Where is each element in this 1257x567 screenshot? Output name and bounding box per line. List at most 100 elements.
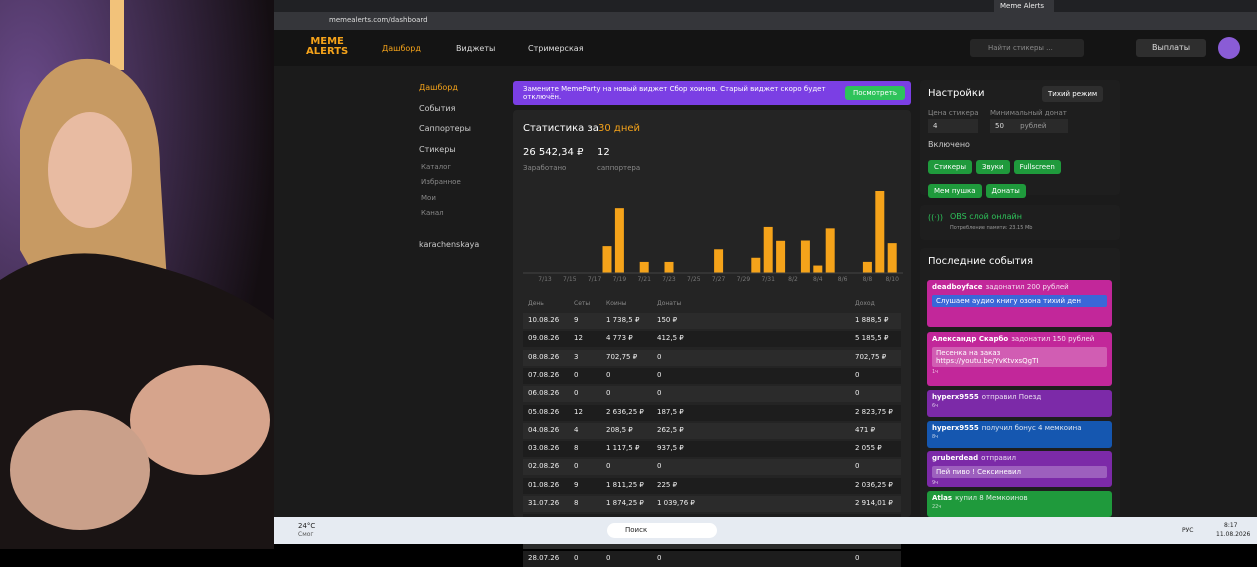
event-card[interactable]: hyperx9555 отправил Поезд 6ч [927, 390, 1112, 417]
table-cell: 2 036,25 ₽ [855, 480, 893, 489]
nav-item[interactable]: Стримерская [528, 44, 584, 53]
event-card[interactable]: hyperx9555 получил бонус 4 мемкоина 8ч [927, 421, 1112, 448]
table-cell: 2 055 ₽ [855, 444, 882, 453]
event-time: 9ч [932, 480, 939, 486]
bar [602, 246, 612, 273]
bar [800, 240, 810, 273]
banner-button[interactable]: Посмотреть [845, 86, 905, 100]
settings-panel: Настройки Тихий режим Цена стикера 4 Мин… [920, 80, 1120, 198]
event-card[interactable]: Atlas купил 8 Мемкоинов 22ч [927, 491, 1112, 517]
x-tick-label: 8/10 [885, 276, 899, 283]
search[interactable]: Найти стикеры ... [970, 39, 1084, 57]
lang: РУС [1182, 527, 1194, 534]
column-header: Коины [606, 300, 627, 307]
table-cell: 1 811,25 ₽ [606, 480, 644, 489]
side-sub-item[interactable]: Каталог [421, 163, 452, 171]
chip[interactable]: Звуки [976, 160, 1010, 174]
table-cell: 471 ₽ [855, 425, 876, 434]
table-cell: 08.08.26 [528, 352, 560, 361]
weather: Смог [298, 531, 314, 538]
chips: Стикеры Звуки Fullscreen Мем пушка Донаты [928, 154, 1118, 202]
price-select[interactable]: 4 [928, 119, 978, 133]
event-user: gruberdead [932, 454, 979, 462]
chip[interactable]: Fullscreen [1013, 160, 1061, 174]
bar [862, 261, 872, 273]
table-cell: 2 823,75 ₽ [855, 407, 893, 416]
taskbar: 24°C Смог Поиск РУС 8:17 11.08.2026 [274, 517, 1257, 544]
table-cell: 1 738,5 ₽ [606, 316, 640, 324]
banner-text: Замените MemeParty на новый виджет Сбор … [523, 85, 826, 101]
side-item[interactable]: Дашборд [419, 83, 458, 92]
x-tick-label: 7/25 [687, 276, 701, 283]
supporters-label: саппортера [597, 164, 641, 172]
table-cell: 8 [574, 444, 579, 453]
event-card[interactable]: gruberdead отправил Пей пиво ! Сексиневил 9… [927, 451, 1112, 487]
table-cell: 1 117,5 ₽ [606, 444, 640, 453]
url[interactable]: memealerts.com/dashboard [329, 16, 428, 24]
taskbar-search[interactable]: Поиск [607, 523, 717, 538]
chip[interactable]: Донаты [985, 184, 1026, 198]
table-cell: 0 [657, 553, 662, 562]
table-cell: 01.08.26 [528, 480, 560, 489]
event-line: deadboyface задонатил 200 рублей [932, 283, 1107, 291]
price-label: Цена стикера [928, 109, 979, 117]
x-tick-label: 7/31 [761, 276, 775, 283]
chip[interactable]: Стикеры [928, 160, 973, 174]
table-cell: 31.07.26 [528, 499, 560, 507]
period-select[interactable]: 30 дней [598, 123, 641, 134]
x-tick-label: 8/2 [788, 276, 798, 283]
table-cell: 187,5 ₽ [657, 407, 684, 416]
table-cell: 5 185,5 ₽ [855, 334, 889, 343]
payout-button[interactable]: Выплаты [1136, 39, 1206, 57]
logo-bottom: ALERTS [306, 46, 349, 57]
side-item[interactable]: События [419, 103, 456, 113]
bar-chart: 7/13 7/15 7/17 7/19 7/21 7/23 7/25 7/27 7/29 7/31… [523, 191, 903, 283]
table-cell: 0 [855, 553, 860, 562]
table-cell: 12 [574, 334, 583, 343]
x-tick-label: 8/6 [838, 276, 848, 283]
event-action: отправил [981, 454, 1016, 462]
nav-item[interactable]: Виджеты [456, 44, 496, 53]
table-cell: 262,5 ₽ [657, 425, 684, 434]
table-cell: 702,75 ₽ [855, 352, 887, 361]
date: 11.08.2026 [1216, 531, 1251, 538]
banner: Замените MemeParty на новый виджет Сбор … [513, 81, 911, 105]
avatar[interactable] [1218, 37, 1240, 59]
side-item[interactable]: Стикеры [419, 144, 456, 154]
webcam [0, 0, 274, 549]
table-cell: 4 [574, 425, 579, 434]
event-card[interactable]: deadboyface задонатил 200 рублей Слушаем а… [927, 280, 1112, 327]
table-row [523, 313, 901, 329]
tab[interactable]: Meme Alerts [994, 0, 1054, 12]
table-cell: 05.08.26 [528, 407, 560, 416]
table-row [523, 477, 901, 494]
side-sub-item[interactable]: Избранное [421, 178, 461, 187]
quiet-mode[interactable]: Тихий режим [1042, 86, 1104, 102]
chip[interactable]: Мем пушка [928, 184, 982, 198]
table-row [523, 349, 901, 366]
channel[interactable]: karachenskaya [419, 240, 480, 249]
event-line: gruberdead отправил [932, 454, 1107, 462]
table-cell: 0 [657, 352, 662, 361]
event-card[interactable]: Александр Скарбо задонатил 150 рублей Песе… [927, 332, 1112, 386]
min-input[interactable]: 50 рублей [990, 119, 1068, 133]
table-cell: 412,5 ₽ [657, 334, 684, 343]
table-cell: 0 [574, 389, 579, 398]
event-line: Александр Скарбо задонатил 150 рублей [932, 335, 1107, 343]
table-cell: 03.08.26 [528, 444, 560, 453]
side-item[interactable]: Саппортеры [419, 124, 471, 133]
logo-top: MEME [310, 36, 344, 47]
table-row [523, 386, 901, 403]
stats-title: Статистика за [523, 123, 599, 134]
x-tick-label: 8/4 [813, 276, 823, 283]
logo[interactable]: MEME ALERTS [306, 37, 348, 57]
bar [813, 265, 823, 273]
side-sub-item[interactable]: Канал [421, 208, 444, 217]
min-unit: рублей [1020, 122, 1047, 130]
column-header: Доход [855, 300, 875, 307]
nav-item[interactable]: Дашборд [382, 44, 421, 53]
side-sub-item[interactable]: Мои [421, 193, 436, 202]
obs-memory: Потребление памяти: 23.15 Mb [950, 225, 1033, 231]
table-cell: 06.08.26 [528, 389, 560, 398]
table-cell: 0 [855, 389, 860, 398]
